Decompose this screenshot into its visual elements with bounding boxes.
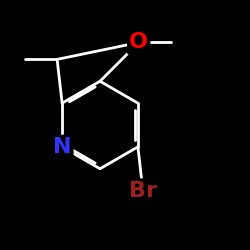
Text: O: O: [129, 32, 148, 52]
Text: Br: Br: [129, 180, 157, 201]
Text: N: N: [53, 137, 71, 157]
